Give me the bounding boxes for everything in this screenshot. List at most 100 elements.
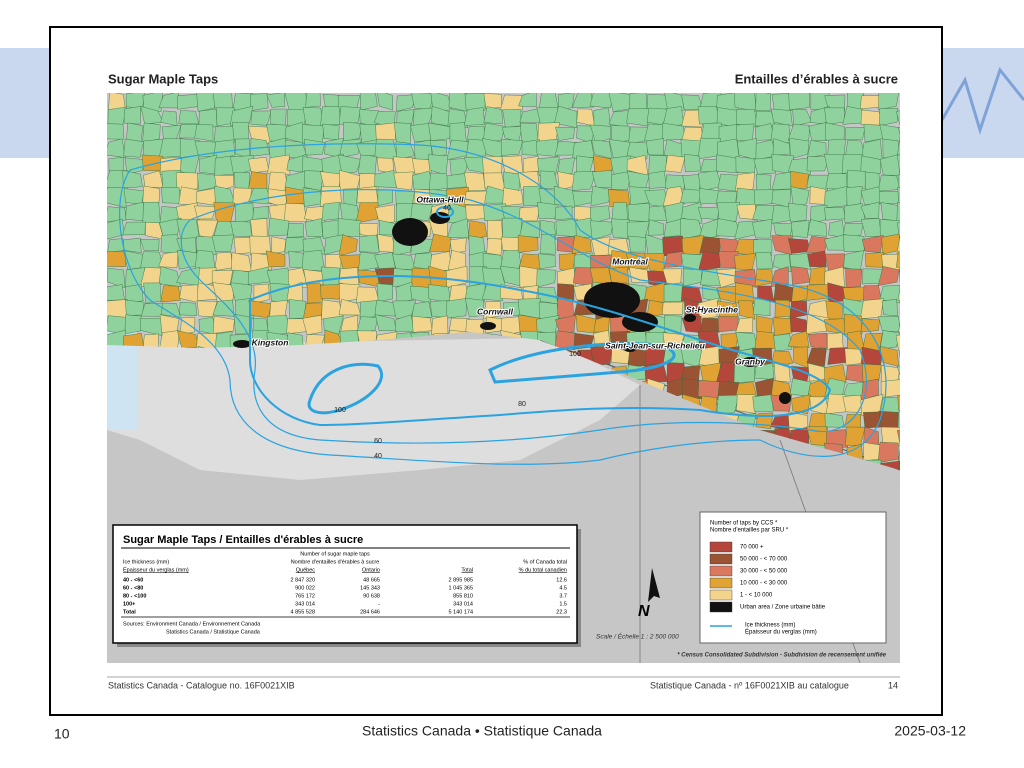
tile xyxy=(590,345,613,366)
tile xyxy=(411,93,434,110)
tile xyxy=(465,204,487,221)
tile xyxy=(846,169,866,191)
table-cell: 40 - <60 xyxy=(123,577,143,583)
footer-left: Statistics Canada - Catalogue no. 16F002… xyxy=(108,680,295,690)
tile xyxy=(897,444,900,463)
tile xyxy=(194,250,216,271)
tile xyxy=(123,106,141,125)
tile xyxy=(844,127,866,140)
tile xyxy=(787,202,808,223)
tile xyxy=(807,219,828,237)
tile xyxy=(107,206,127,222)
tile xyxy=(877,441,899,464)
tile xyxy=(753,189,774,206)
legend-swatch xyxy=(709,577,733,589)
tile xyxy=(842,234,865,253)
tile xyxy=(463,190,488,205)
tile xyxy=(896,138,900,159)
legend-label: 10 000 - < 30 000 xyxy=(740,581,788,587)
tile xyxy=(735,282,755,304)
tile xyxy=(662,186,686,207)
tile xyxy=(271,236,287,255)
tile xyxy=(302,314,323,336)
tile xyxy=(734,269,757,288)
tile xyxy=(269,283,290,303)
tile xyxy=(393,122,412,144)
tile xyxy=(755,93,771,112)
tile xyxy=(716,154,740,174)
tile xyxy=(142,122,161,144)
tile xyxy=(125,283,144,304)
tile xyxy=(752,218,773,239)
tile xyxy=(486,237,503,256)
tile xyxy=(178,186,198,206)
tile xyxy=(501,236,523,254)
tile xyxy=(717,316,739,333)
tile xyxy=(771,93,794,111)
legend-swatch xyxy=(709,565,733,577)
tile xyxy=(176,202,201,222)
tile xyxy=(879,284,900,304)
tile xyxy=(356,286,380,303)
tile xyxy=(374,299,397,317)
tile xyxy=(519,108,541,123)
tile xyxy=(179,138,200,159)
tile xyxy=(196,236,217,255)
tile xyxy=(107,138,126,158)
tile xyxy=(555,315,576,334)
tile xyxy=(752,394,774,412)
tile xyxy=(824,253,847,272)
tile xyxy=(536,268,557,288)
tile xyxy=(359,93,378,111)
tile xyxy=(178,110,200,125)
tile xyxy=(807,332,828,349)
tile xyxy=(684,153,702,173)
table-cell: - xyxy=(378,601,380,607)
tile xyxy=(321,201,340,221)
tile xyxy=(717,202,741,222)
tile xyxy=(359,234,380,253)
tile xyxy=(284,237,306,254)
tile xyxy=(554,105,578,128)
tile xyxy=(897,154,900,174)
table-cell: 5 140 174 xyxy=(449,609,473,615)
tile xyxy=(429,140,447,160)
tile xyxy=(681,235,704,255)
tile xyxy=(787,330,810,349)
table-cell: 145 343 xyxy=(360,585,380,591)
tile xyxy=(680,202,703,224)
tile xyxy=(791,394,811,415)
tile xyxy=(824,412,845,428)
tile xyxy=(412,315,433,333)
tile xyxy=(343,121,362,142)
north-label: N xyxy=(638,603,650,620)
tile xyxy=(554,205,573,221)
tile xyxy=(716,394,740,414)
tile xyxy=(358,251,379,272)
tile xyxy=(535,138,558,157)
tile xyxy=(773,362,791,383)
tile xyxy=(736,394,756,414)
table-cell: 343 014 xyxy=(453,601,473,607)
legend-label: 1 - < 10 000 xyxy=(740,593,773,599)
table-cell: 2 895 985 xyxy=(449,577,473,583)
tile xyxy=(464,107,485,126)
tile xyxy=(698,297,719,320)
header-cell: Total xyxy=(461,567,473,573)
table-cell: 4 855 528 xyxy=(291,609,315,615)
legend-label: Épaisseur du verglas (mm) xyxy=(745,629,817,636)
tile xyxy=(880,379,900,398)
tile xyxy=(755,251,774,270)
tile xyxy=(213,315,235,334)
tile xyxy=(590,185,614,207)
tile xyxy=(464,93,486,111)
ice-contours xyxy=(119,143,887,465)
tile xyxy=(247,157,270,174)
tile xyxy=(194,124,214,142)
tile xyxy=(158,266,182,288)
tile xyxy=(628,235,647,253)
tile xyxy=(896,250,900,270)
legend: Number of taps by CCS *Nombre d'entaille… xyxy=(709,521,826,636)
tile xyxy=(877,266,900,286)
tile xyxy=(464,283,486,303)
